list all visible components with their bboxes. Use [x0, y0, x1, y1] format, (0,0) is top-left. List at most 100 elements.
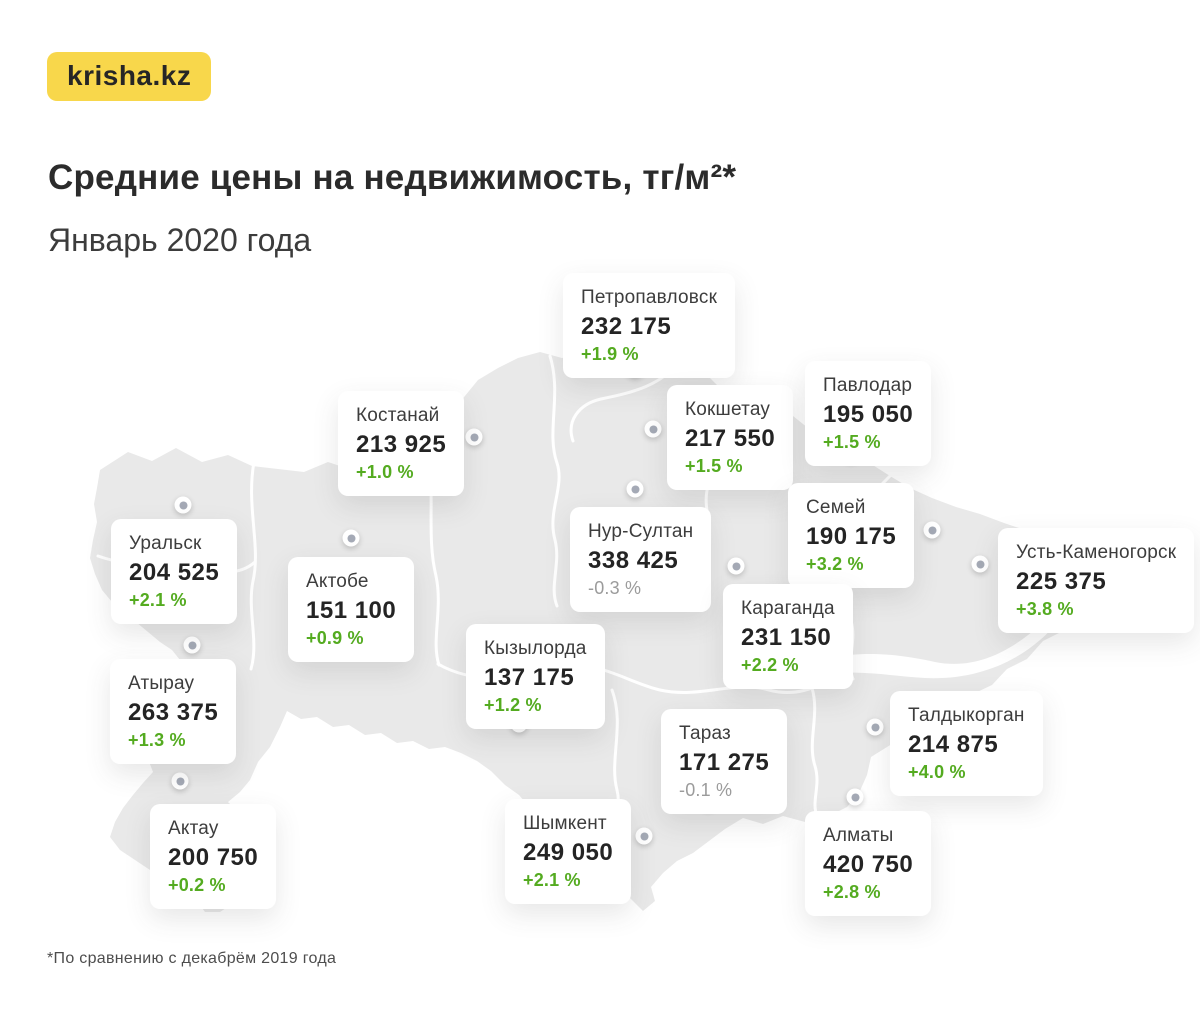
- city-change: +0.9 %: [306, 628, 364, 648]
- city-dot: [626, 480, 644, 498]
- city-card: Костанай 213 925 +1.0 %: [338, 391, 465, 496]
- city-change: +1.5 %: [685, 456, 743, 476]
- city-dot-inner: [871, 723, 879, 731]
- city-card: Усть-Каменогорск 225 375 +3.8 %: [998, 528, 1195, 633]
- city-change: +2.2 %: [741, 655, 799, 675]
- city-dot: [465, 428, 483, 446]
- city-dot-inner: [640, 832, 648, 840]
- city-change: +3.8 %: [1016, 599, 1074, 619]
- city-price: 225 375: [1016, 568, 1107, 595]
- city-dot: [171, 772, 189, 790]
- city-dot-inner: [631, 485, 639, 493]
- city-name: Тараз: [679, 723, 731, 744]
- city-price: 231 150: [741, 624, 832, 651]
- city-dot-inner: [470, 433, 478, 441]
- page-title: Средние цены на недвижимость, тг/м²*: [48, 158, 737, 197]
- city-card: Талдыкорган 214 875 +4.0 %: [890, 691, 1043, 796]
- city-card: Актобе 151 100 +0.9 %: [288, 557, 415, 662]
- city-price: 195 050: [823, 401, 914, 428]
- city-name: Алматы: [823, 825, 894, 846]
- city-dot-inner: [176, 777, 184, 785]
- city-price: 249 050: [523, 839, 614, 866]
- city-dot: [727, 557, 745, 575]
- city-name: Талдыкорган: [908, 705, 1025, 726]
- city-dot-inner: [188, 641, 196, 649]
- city-card: Павлодар 195 050 +1.5 %: [805, 361, 932, 466]
- city-price: 190 175: [806, 523, 897, 550]
- city-name: Уральск: [129, 533, 202, 554]
- city-change: +1.9 %: [581, 344, 639, 364]
- city-name: Актобе: [306, 571, 369, 592]
- city-name: Кокшетау: [685, 399, 771, 420]
- city-price: 213 925: [356, 431, 447, 458]
- city-change: +1.5 %: [823, 432, 881, 452]
- city-change: +1.0 %: [356, 462, 414, 482]
- city-card: Петропавловск 232 175 +1.9 %: [563, 273, 736, 378]
- brand-logo-text: krisha.kz: [67, 60, 192, 91]
- city-price: 171 275: [679, 749, 770, 776]
- city-dot-inner: [649, 425, 657, 433]
- city-dot: [866, 718, 884, 736]
- city-change: +2.1 %: [523, 870, 581, 890]
- city-dot: [923, 521, 941, 539]
- city-name: Усть-Каменогорск: [1016, 542, 1177, 563]
- city-dot: [846, 788, 864, 806]
- city-name: Павлодар: [823, 375, 913, 396]
- city-name: Костанай: [356, 405, 440, 426]
- city-card: Кызылорда 137 175 +1.2 %: [466, 624, 605, 729]
- city-card: Семей 190 175 +3.2 %: [788, 483, 915, 588]
- city-card: Нур-Султан 338 425 -0.3 %: [570, 507, 712, 612]
- city-change: +3.2 %: [806, 554, 864, 574]
- city-card: Уральск 204 525 +2.1 %: [111, 519, 238, 624]
- city-dot-inner: [732, 562, 740, 570]
- city-name: Петропавловск: [581, 287, 718, 308]
- city-card: Алматы 420 750 +2.8 %: [805, 811, 932, 916]
- city-dot-inner: [179, 501, 187, 509]
- city-price: 232 175: [581, 313, 672, 340]
- city-price: 263 375: [128, 699, 219, 726]
- city-name: Атырау: [128, 673, 195, 694]
- city-price: 420 750: [823, 851, 914, 878]
- city-price: 214 875: [908, 731, 999, 758]
- city-change: +0.2 %: [168, 875, 226, 895]
- city-card: Тараз 171 275 -0.1 %: [661, 709, 788, 814]
- lake-balkhash: [795, 611, 1059, 682]
- city-change: +1.2 %: [484, 695, 542, 715]
- city-card: Кокшетау 217 550 +1.5 %: [667, 385, 794, 490]
- city-name: Нур-Султан: [588, 521, 694, 542]
- city-dot: [644, 420, 662, 438]
- city-change: +1.3 %: [128, 730, 186, 750]
- city-change: -0.3 %: [588, 578, 642, 598]
- brand-logo: krisha.kz: [47, 52, 212, 101]
- city-dot-inner: [976, 560, 984, 568]
- city-price: 338 425: [588, 547, 679, 574]
- city-card: Шымкент 249 050 +2.1 %: [505, 799, 632, 904]
- city-name: Актау: [168, 818, 219, 839]
- city-name: Семей: [806, 497, 866, 518]
- city-dot: [174, 496, 192, 514]
- city-price: 151 100: [306, 597, 397, 624]
- city-card: Караганда 231 150 +2.2 %: [723, 584, 853, 689]
- city-price: 204 525: [129, 559, 220, 586]
- city-dot: [183, 636, 201, 654]
- city-card: Атырау 263 375 +1.3 %: [110, 659, 237, 764]
- city-change: +2.8 %: [823, 882, 881, 902]
- city-dot: [971, 555, 989, 573]
- city-name: Кызылорда: [484, 638, 587, 659]
- city-dot: [635, 827, 653, 845]
- footnote: *По сравнению с декабрём 2019 года: [47, 950, 337, 967]
- city-dot-inner: [851, 793, 859, 801]
- page-subtitle: Январь 2020 года: [48, 222, 312, 258]
- city-name: Шымкент: [523, 813, 607, 834]
- city-change: +2.1 %: [129, 590, 187, 610]
- city-card: Актау 200 750 +0.2 %: [150, 804, 277, 909]
- city-price: 217 550: [685, 425, 776, 452]
- city-change: -0.1 %: [679, 780, 733, 800]
- city-dot: [342, 529, 360, 547]
- city-dot-inner: [928, 526, 936, 534]
- city-price: 200 750: [168, 844, 259, 871]
- city-change: +4.0 %: [908, 762, 966, 782]
- city-dot-inner: [347, 534, 355, 542]
- city-name: Караганда: [741, 598, 835, 619]
